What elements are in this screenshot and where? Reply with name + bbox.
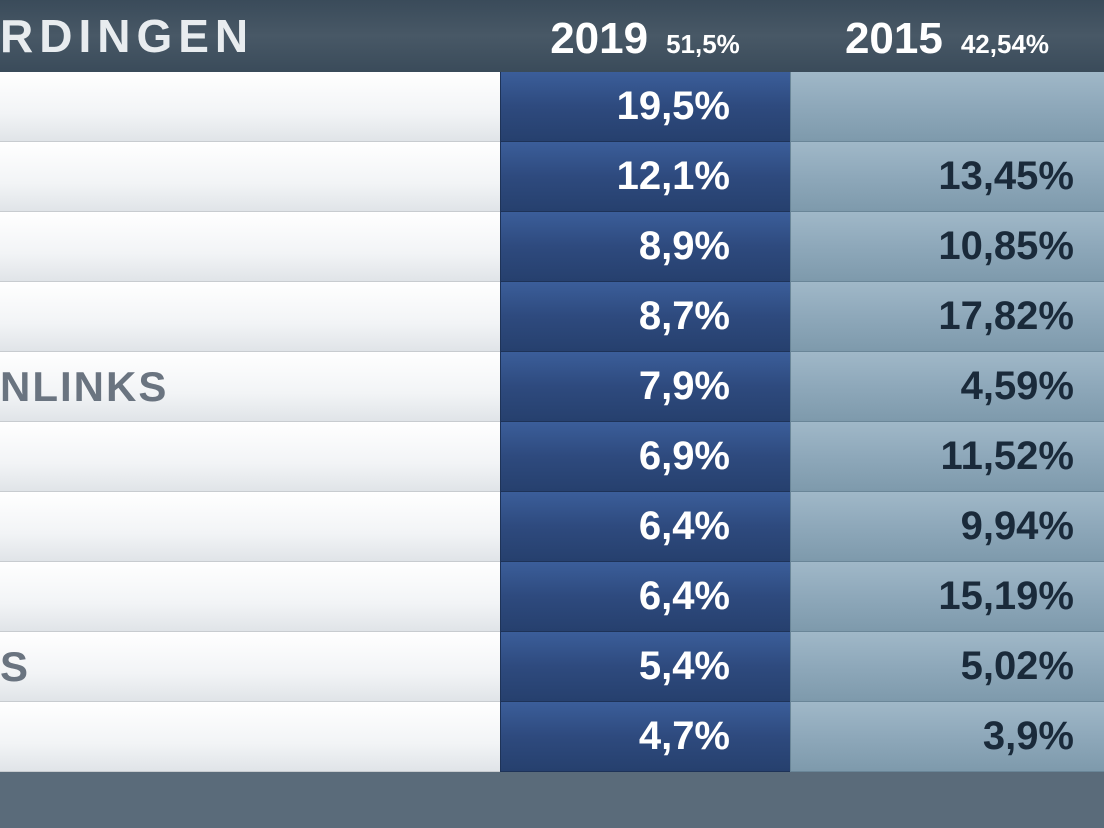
table-row: 12,1% 13,45% — [0, 142, 1104, 212]
table-title: RDINGEN — [0, 0, 500, 72]
table-row: 8,7% 17,82% — [0, 282, 1104, 352]
column-header-2019: 2019 51,5% — [500, 0, 790, 72]
party-label — [0, 422, 500, 492]
year-2019-label: 2019 — [550, 14, 648, 64]
value-2015: 3,9% — [790, 702, 1104, 772]
results-table-frame: RDINGEN 2019 51,5% 2015 42,54% 19,5% 12,… — [0, 0, 1104, 828]
value-2019: 5,4% — [500, 632, 790, 702]
year-2019-turnout: 51,5% — [666, 29, 740, 60]
value-2019: 6,4% — [500, 492, 790, 562]
value-2019: 6,4% — [500, 562, 790, 632]
table-header-row: RDINGEN 2019 51,5% 2015 42,54% — [0, 0, 1104, 72]
value-2015: 15,19% — [790, 562, 1104, 632]
year-2015-turnout: 42,54% — [961, 29, 1049, 60]
value-2019: 12,1% — [500, 142, 790, 212]
value-2015: 17,82% — [790, 282, 1104, 352]
party-label: S — [0, 632, 500, 702]
table-row: 6,9% 11,52% — [0, 422, 1104, 492]
party-label — [0, 492, 500, 562]
table-row: 19,5% — [0, 72, 1104, 142]
value-2015: 4,59% — [790, 352, 1104, 422]
year-2015-label: 2015 — [845, 14, 943, 64]
party-label — [0, 142, 500, 212]
table-row: 6,4% 15,19% — [0, 562, 1104, 632]
column-header-2015: 2015 42,54% — [790, 0, 1104, 72]
party-label — [0, 702, 500, 772]
value-2015: 13,45% — [790, 142, 1104, 212]
party-label — [0, 282, 500, 352]
table-row: 6,4% 9,94% — [0, 492, 1104, 562]
value-2015 — [790, 72, 1104, 142]
party-label — [0, 72, 500, 142]
value-2019: 19,5% — [500, 72, 790, 142]
results-table: RDINGEN 2019 51,5% 2015 42,54% 19,5% 12,… — [0, 0, 1104, 772]
party-label: NLINKS — [0, 352, 500, 422]
value-2015: 5,02% — [790, 632, 1104, 702]
value-2019: 8,9% — [500, 212, 790, 282]
value-2015: 10,85% — [790, 212, 1104, 282]
value-2019: 4,7% — [500, 702, 790, 772]
table-row: 8,9% 10,85% — [0, 212, 1104, 282]
party-label — [0, 562, 500, 632]
value-2019: 7,9% — [500, 352, 790, 422]
party-label — [0, 212, 500, 282]
value-2019: 6,9% — [500, 422, 790, 492]
value-2019: 8,7% — [500, 282, 790, 352]
value-2015: 9,94% — [790, 492, 1104, 562]
table-row: 4,7% 3,9% — [0, 702, 1104, 772]
table-row: S 5,4% 5,02% — [0, 632, 1104, 702]
value-2015: 11,52% — [790, 422, 1104, 492]
table-row: NLINKS 7,9% 4,59% — [0, 352, 1104, 422]
